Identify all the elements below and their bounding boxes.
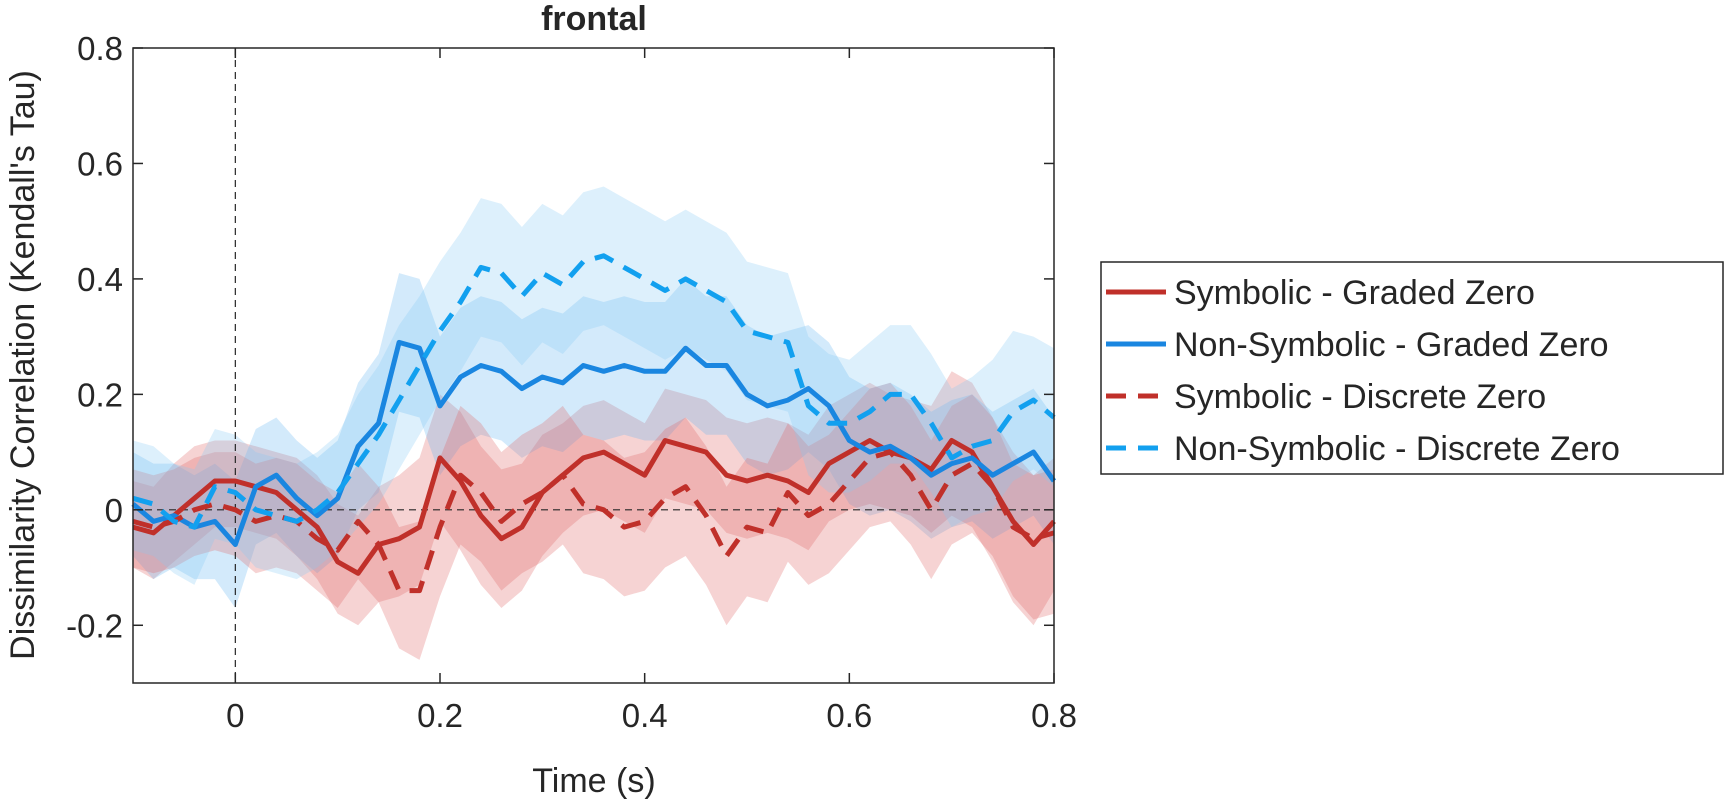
series-line-symbolic-graded-zero bbox=[132, 438, 1056, 576]
x-axis-ticks: 0 0.2 0.4 0.6 0.8 bbox=[226, 48, 1077, 734]
x-tick-label: 0.4 bbox=[622, 697, 668, 734]
series-line-non-symbolic-discrete-zero bbox=[132, 253, 1056, 530]
legend-label-non-symbolic-graded-zero: Non-Symbolic - Graded Zero bbox=[1174, 326, 1609, 364]
y-tick-label: 0.6 bbox=[77, 145, 123, 182]
y-tick-label: 0.8 bbox=[77, 30, 123, 67]
x-axis-label: Time (s) bbox=[532, 762, 655, 800]
legend-label-non-symbolic-discrete-zero: Non-Symbolic - Discrete Zero bbox=[1174, 430, 1620, 468]
y-axis-label: Dissimilarity Correlation (Kendall's Tau… bbox=[4, 70, 42, 660]
y-tick-label: -0.2 bbox=[66, 607, 123, 644]
x-tick-label: 0 bbox=[226, 697, 244, 734]
y-tick-label: 0 bbox=[105, 492, 123, 529]
x-tick-label: 0.6 bbox=[826, 697, 872, 734]
plot-area-frame bbox=[132, 47, 1055, 684]
y-tick-label: 0.2 bbox=[77, 376, 123, 413]
x-tick-label: 0.8 bbox=[1031, 697, 1077, 734]
confidence-bands bbox=[133, 186, 1054, 660]
reference-lines bbox=[133, 48, 1054, 683]
x-tick-label: 0.2 bbox=[417, 697, 463, 734]
legend-label-symbolic-discrete-zero: Symbolic - Discrete Zero bbox=[1174, 378, 1546, 416]
legend-label-symbolic-graded-zero: Symbolic - Graded Zero bbox=[1174, 274, 1535, 312]
chart-title: frontal bbox=[541, 0, 647, 38]
legend-box bbox=[1100, 261, 1724, 475]
band-symbolic-discrete-zero bbox=[133, 382, 1054, 660]
series-lines bbox=[131, 253, 1057, 594]
band-non-symbolic-discrete-zero bbox=[133, 186, 1054, 585]
legend: Symbolic - Graded Zero Non-Symbolic - Gra… bbox=[1100, 261, 1724, 475]
y-tick-label: 0.4 bbox=[77, 261, 123, 298]
y-axis-ticks: -0.2 0 0.2 0.4 0.6 0.8 bbox=[66, 30, 1054, 644]
band-non-symbolic-graded-zero bbox=[133, 273, 1054, 608]
series-line-non-symbolic-graded-zero bbox=[131, 339, 1057, 547]
